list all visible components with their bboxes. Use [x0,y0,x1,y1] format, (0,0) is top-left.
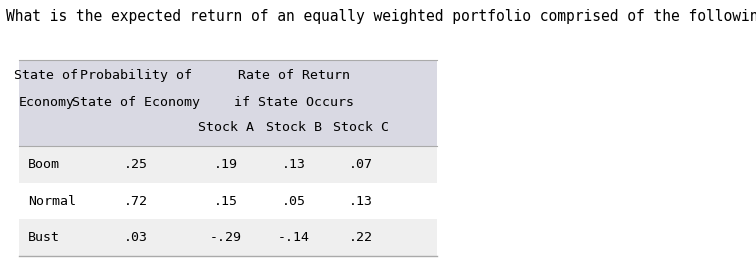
Text: .22: .22 [349,231,373,244]
Text: .15: .15 [214,195,238,207]
Text: .13: .13 [349,195,373,207]
Text: if State Occurs: if State Occurs [234,96,354,109]
Text: .03: .03 [124,231,148,244]
Text: .07: .07 [349,158,373,171]
Text: .13: .13 [281,158,305,171]
Text: Stock A: Stock A [198,121,254,133]
Text: State of Economy: State of Economy [73,96,200,109]
Text: Normal: Normal [29,195,76,207]
Text: Stock B: Stock B [265,121,321,133]
Text: .05: .05 [281,195,305,207]
Text: Probability of: Probability of [80,69,192,82]
Text: Stock C: Stock C [333,121,389,133]
Text: .19: .19 [214,158,238,171]
Text: .72: .72 [124,195,148,207]
Text: State of: State of [14,69,79,82]
Text: What is the expected return of an equally weighted portfolio comprised of the fo: What is the expected return of an equall… [6,9,756,24]
Text: -.14: -.14 [277,231,309,244]
Text: Economy: Economy [18,96,74,109]
Text: .25: .25 [124,158,148,171]
Text: Bust: Bust [29,231,60,244]
Text: -.29: -.29 [210,231,242,244]
Text: Boom: Boom [29,158,60,171]
Text: Rate of Return: Rate of Return [237,69,349,82]
